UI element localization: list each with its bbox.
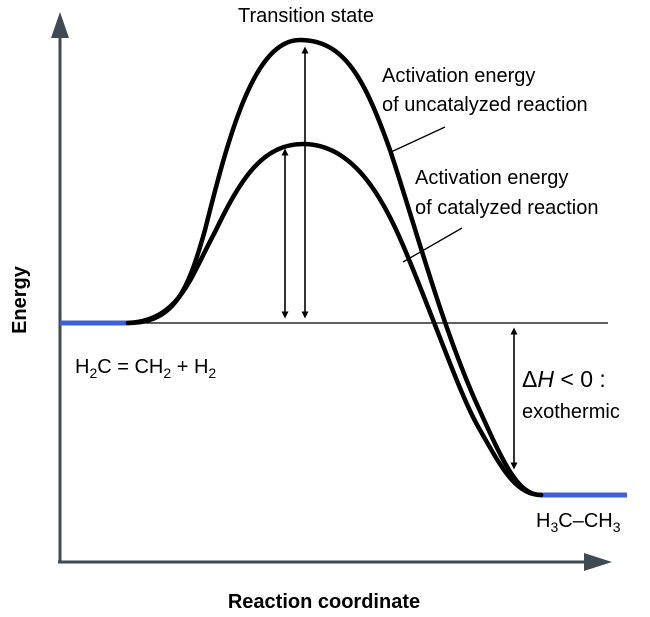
x-axis-title: Reaction coordinate [228,591,420,613]
enthalpy-change-label: ΔH < 0 : [522,366,606,392]
transition-state-label: Transition state [238,5,374,27]
catalyzed-label-leader [402,227,463,263]
delta-symbol: Δ [522,366,537,392]
enthalpy-variable: H [537,366,554,392]
catalyzed-reaction-curve [125,141,544,498]
product-formula: H3C–CH3 [536,510,621,535]
reactant-formula: H2C = CH2 + H2 [75,356,216,381]
uncatalyzed-label-leader [390,126,446,153]
uncatalyzed-reaction-curve [125,37,544,498]
exothermic-label: exothermic [522,401,620,423]
y-axis-arrowhead [51,12,69,38]
catalyzed-label-line2: of catalyzed reaction [415,197,598,219]
y-axis-title: Energy [9,265,31,334]
uncatalyzed-label-line2: of uncatalyzed reaction [382,94,588,116]
x-axis-arrowhead [584,553,612,571]
enthalpy-condition: < 0 : [554,366,606,392]
catalyzed-activation-energy-label: Activation energy of catalyzed reaction [415,167,598,219]
uncatalyzed-label-line1: Activation energy [382,65,535,87]
catalyzed-label-line1: Activation energy [415,167,568,189]
uncatalyzed-activation-energy-label: Activation energy of uncatalyzed reactio… [382,65,588,116]
